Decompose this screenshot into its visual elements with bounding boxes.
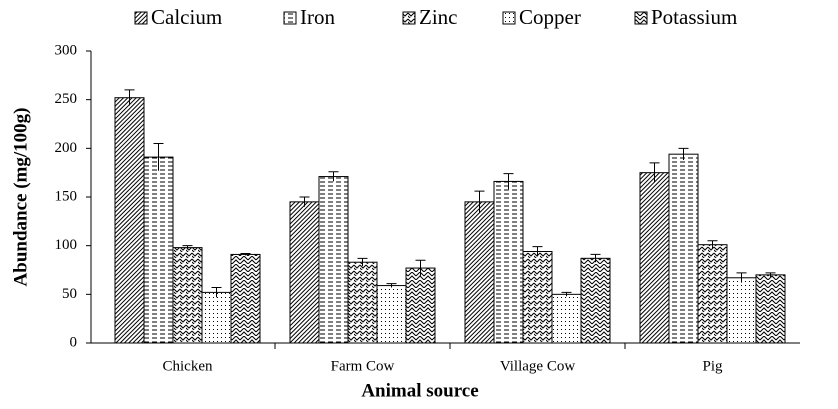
- error-bar: [503, 173, 514, 190]
- y-tick-label: 250: [55, 91, 78, 107]
- y-axis-label: Abundance (mg/100g): [10, 108, 31, 287]
- bar: [755, 274, 786, 344]
- legend-swatch: [134, 11, 148, 25]
- error-bar: [240, 252, 251, 256]
- legend-swatch: [283, 11, 297, 25]
- error-bar: [386, 283, 397, 288]
- bar: [114, 97, 145, 344]
- bar: [405, 267, 436, 344]
- error-bar: [649, 162, 660, 183]
- error-bar: [532, 246, 543, 257]
- error-bar: [328, 171, 339, 182]
- y-tick-label: 150: [55, 188, 78, 204]
- error-bar: [211, 287, 222, 298]
- bar: [697, 244, 728, 344]
- error-bar: [299, 196, 310, 207]
- legend-label: Calcium: [151, 5, 222, 29]
- bar: [318, 176, 349, 344]
- x-tick-label: Pig: [702, 358, 723, 374]
- y-tick-label: 50: [62, 286, 77, 302]
- bar: [522, 251, 553, 344]
- bar: [289, 201, 320, 344]
- x-tick-label: Village Cow: [500, 358, 576, 374]
- error-bar: [678, 147, 689, 161]
- error-bar: [561, 291, 572, 297]
- legend-label: Zinc: [419, 5, 457, 29]
- error-bar: [415, 259, 426, 276]
- bar: [347, 261, 378, 344]
- bar: [143, 156, 174, 344]
- error-bar: [707, 240, 718, 249]
- x-tick-label: Farm Cow: [331, 358, 395, 374]
- bar: [639, 172, 670, 344]
- error-bar: [182, 245, 193, 250]
- error-bar: [474, 190, 485, 213]
- error-bar: [590, 253, 601, 263]
- legend-swatch: [634, 11, 648, 25]
- bar: [493, 180, 524, 344]
- error-bar: [357, 257, 368, 267]
- x-axis-label: Animal source: [361, 380, 478, 401]
- legend-label: Potassium: [651, 5, 737, 29]
- legend-label: Iron: [300, 5, 335, 29]
- y-tick-label: 200: [55, 140, 78, 156]
- error-bar: [153, 142, 164, 171]
- legend-swatch: [502, 11, 516, 25]
- y-tick-label: 0: [70, 334, 78, 350]
- bar: [230, 253, 261, 344]
- bar: [668, 153, 699, 344]
- legend-label: Copper: [519, 5, 581, 29]
- legend-swatch: [402, 11, 416, 25]
- bar: [726, 277, 757, 344]
- x-tick-label: Chicken: [163, 358, 213, 374]
- error-bar: [124, 89, 135, 106]
- error-bar: [765, 272, 776, 277]
- bar: [201, 291, 232, 344]
- bar: [551, 293, 582, 344]
- bar: [464, 201, 495, 344]
- y-tick-label: 300: [55, 42, 78, 58]
- error-bar: [736, 272, 747, 283]
- bar: [376, 285, 407, 344]
- bar: [172, 247, 203, 344]
- bar: [580, 257, 611, 344]
- y-tick-label: 100: [55, 237, 78, 253]
